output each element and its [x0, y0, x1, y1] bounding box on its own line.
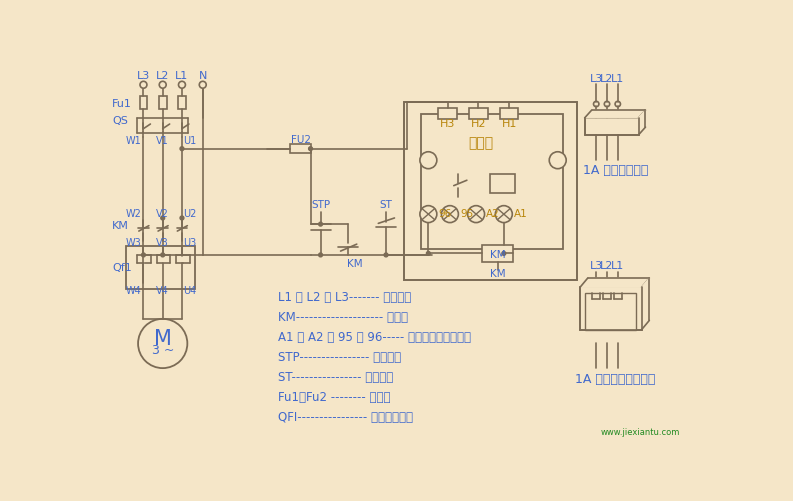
Text: L3: L3 [589, 262, 603, 272]
Circle shape [427, 252, 431, 256]
Text: W4: W4 [126, 286, 142, 296]
Circle shape [159, 81, 167, 88]
Text: Fu1、Fu2 -------- 熔断器: Fu1、Fu2 -------- 熔断器 [278, 391, 391, 404]
Circle shape [138, 319, 187, 368]
Text: W1: W1 [126, 136, 142, 146]
Circle shape [180, 147, 184, 151]
Text: 1A 以下各相三次穿心: 1A 以下各相三次穿心 [575, 373, 656, 386]
Circle shape [550, 152, 566, 169]
Bar [500, 108, 519, 119]
Text: ST: ST [380, 200, 393, 210]
Text: 1A 以上一次穿心: 1A 以上一次穿心 [583, 164, 648, 177]
Bar [490, 174, 515, 192]
Text: U1: U1 [183, 136, 197, 146]
Text: H3: H3 [440, 119, 455, 129]
Bar [404, 103, 577, 280]
Circle shape [384, 253, 388, 257]
Text: STP: STP [311, 200, 330, 210]
Text: L2: L2 [600, 262, 614, 272]
Text: KM: KM [347, 259, 363, 269]
Text: L1: L1 [611, 74, 624, 84]
Circle shape [308, 147, 312, 151]
Polygon shape [642, 278, 649, 330]
Text: KM: KM [490, 250, 505, 260]
Text: L1 、 L2 、 L3------- 三相电源: L1 、 L2 、 L3------- 三相电源 [278, 291, 412, 304]
Circle shape [419, 205, 437, 222]
Bar [126, 246, 195, 289]
Circle shape [502, 252, 506, 256]
Text: L3: L3 [589, 74, 603, 84]
Text: FU2: FU2 [290, 135, 311, 145]
Text: V3: V3 [156, 238, 169, 248]
Text: STP---------------- 停止按钮: STP---------------- 停止按钮 [278, 351, 401, 364]
Text: H2: H2 [471, 119, 486, 129]
Text: U4: U4 [183, 286, 197, 296]
Text: QFI---------------- 电动机保护器: QFI---------------- 电动机保护器 [278, 411, 413, 424]
Text: QS: QS [112, 116, 128, 126]
Text: H1: H1 [501, 119, 517, 129]
Text: L3: L3 [137, 71, 150, 81]
Text: www.jiexiantu.com: www.jiexiantu.com [600, 428, 680, 437]
Bar [140, 96, 147, 109]
Text: Fu1: Fu1 [112, 99, 132, 109]
Bar [585, 293, 636, 330]
Text: A1: A1 [514, 209, 527, 219]
Circle shape [199, 81, 206, 88]
Bar [580, 287, 642, 330]
Text: A2: A2 [486, 209, 500, 219]
Text: KM: KM [490, 269, 505, 279]
Circle shape [431, 253, 434, 257]
Text: 保护器: 保护器 [468, 136, 493, 150]
Text: ST---------------- 启动按钮: ST---------------- 启动按钮 [278, 371, 393, 384]
Circle shape [161, 216, 165, 220]
Text: 95: 95 [460, 209, 473, 219]
Bar [159, 96, 167, 109]
Circle shape [178, 81, 186, 88]
Text: U2: U2 [183, 209, 197, 219]
Text: M: M [154, 329, 171, 349]
Text: A1 、 A2 、 95 、 96----- 保护器接线端子号码: A1 、 A2 、 95 、 96----- 保护器接线端子号码 [278, 331, 471, 344]
Text: KM-------------------- 接触器: KM-------------------- 接触器 [278, 311, 408, 324]
Circle shape [161, 253, 165, 257]
Circle shape [180, 216, 184, 220]
Circle shape [319, 253, 323, 257]
Text: 3 ~: 3 ~ [151, 344, 174, 357]
Polygon shape [584, 110, 646, 118]
Circle shape [593, 101, 599, 107]
Circle shape [442, 205, 458, 222]
Bar [420, 114, 563, 249]
Text: V1: V1 [156, 136, 169, 146]
Text: V2: V2 [156, 209, 169, 219]
Text: 96: 96 [439, 209, 452, 219]
Text: W3: W3 [126, 238, 142, 248]
Circle shape [319, 222, 323, 226]
Circle shape [468, 205, 485, 222]
Text: L2: L2 [600, 74, 614, 84]
Text: U3: U3 [183, 238, 197, 248]
Text: V4: V4 [156, 286, 169, 296]
Bar [289, 144, 312, 153]
Circle shape [419, 152, 437, 169]
Bar [178, 96, 186, 109]
Circle shape [140, 81, 147, 88]
Text: L2: L2 [156, 71, 170, 81]
Circle shape [496, 205, 512, 222]
Text: KM: KM [112, 220, 128, 230]
Polygon shape [638, 110, 646, 135]
Circle shape [615, 101, 620, 107]
Text: L1: L1 [175, 71, 189, 81]
Circle shape [141, 253, 145, 257]
Bar [469, 108, 488, 119]
Bar [584, 118, 638, 135]
Bar [439, 108, 457, 119]
Text: Qf1: Qf1 [112, 263, 132, 273]
Circle shape [604, 101, 610, 107]
Text: N: N [198, 71, 207, 81]
Text: W2: W2 [126, 209, 142, 219]
Polygon shape [580, 278, 649, 287]
Bar [482, 245, 513, 262]
Text: L1: L1 [611, 262, 624, 272]
